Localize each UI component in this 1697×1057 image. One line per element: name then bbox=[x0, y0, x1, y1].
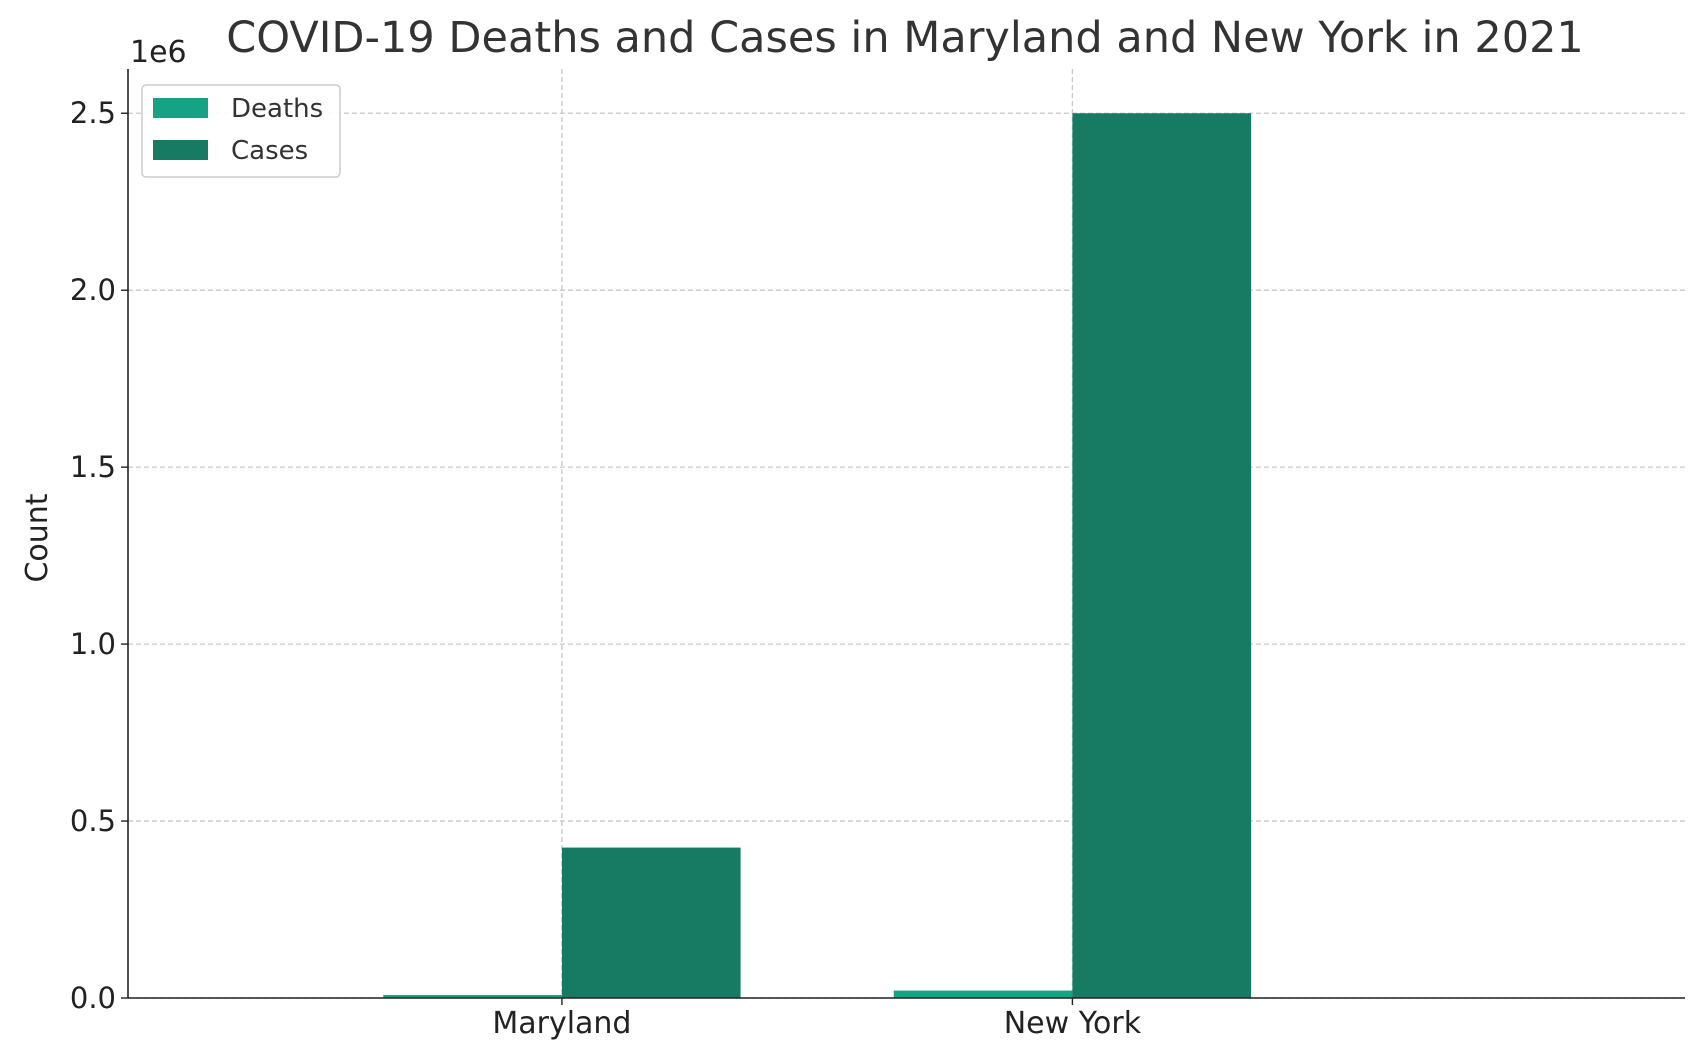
x-tick-label-0: Maryland bbox=[492, 1006, 631, 1041]
axes-group bbox=[127, 69, 1685, 999]
legend-label-cases: Cases bbox=[231, 136, 308, 166]
grid-lines bbox=[128, 69, 1685, 999]
bars-group bbox=[383, 113, 1252, 998]
x-tick-label-1: New York bbox=[1004, 1006, 1142, 1041]
bar-deaths-new-york bbox=[893, 990, 1073, 998]
y-axis-label: Count bbox=[20, 493, 55, 582]
y-tick-label-1: 0.5 bbox=[70, 804, 116, 838]
ticks-group: 0.0 0.5 1.0 1.5 2.0 2.5 Maryland New York bbox=[70, 96, 1142, 1041]
legend-swatch-cases bbox=[153, 140, 208, 160]
legend: Deaths Cases bbox=[141, 84, 341, 178]
bar-cases-new-york bbox=[1072, 113, 1252, 998]
legend-label-deaths: Deaths bbox=[231, 94, 323, 124]
y-tick-label-4: 2.0 bbox=[70, 273, 116, 307]
y-tick-label-0: 0.0 bbox=[70, 981, 116, 1015]
y-tick-label-2: 1.0 bbox=[70, 627, 116, 661]
bar-deaths-maryland bbox=[383, 994, 562, 998]
bar-cases-maryland bbox=[561, 847, 741, 998]
y-axis-offset-label: 1e6 bbox=[130, 35, 187, 70]
y-tick-label-3: 1.5 bbox=[70, 450, 116, 484]
y-tick-label-5: 2.5 bbox=[70, 96, 116, 130]
chart-title: COVID-19 Deaths and Cases in Maryland an… bbox=[226, 13, 1584, 63]
legend-swatch-deaths bbox=[153, 98, 208, 118]
